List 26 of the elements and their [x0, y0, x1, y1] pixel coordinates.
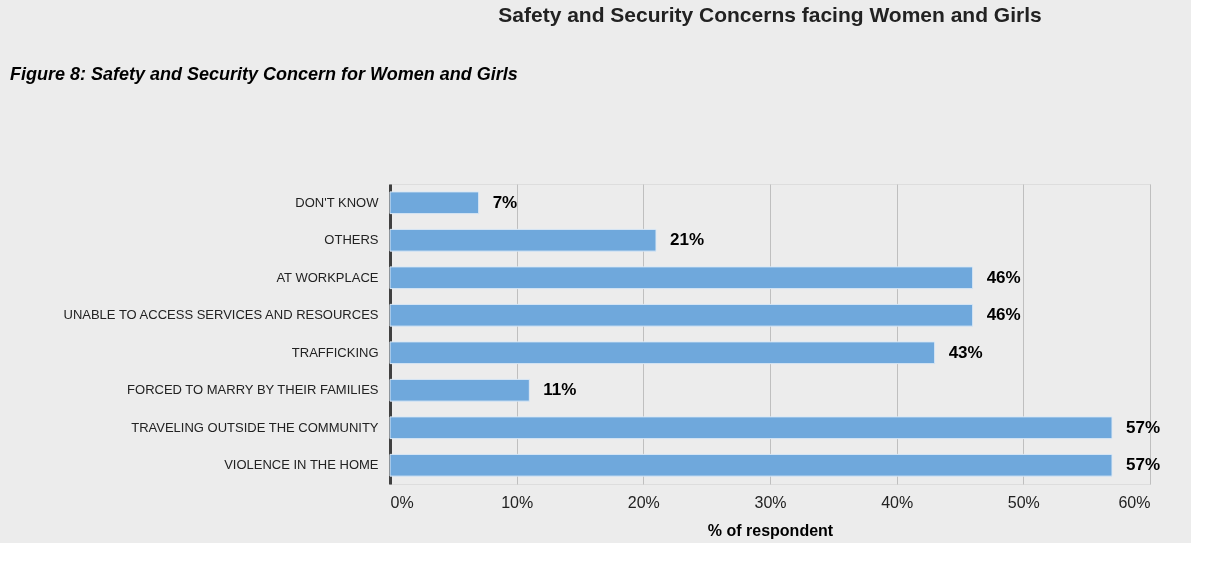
x-tick-label: 20%: [627, 493, 660, 511]
data-label: 46%: [986, 267, 1021, 287]
data-label: 43%: [948, 342, 983, 362]
x-axis-title: % of respondent: [707, 521, 834, 539]
x-tick-label: 40%: [881, 493, 914, 511]
data-label: 57%: [1126, 417, 1161, 437]
data-label: 7%: [492, 192, 518, 212]
y-tick-label: VIOLENCE IN THE HOME: [224, 457, 379, 473]
y-tick-label: FORCED TO MARRY BY THEIR FAMILIES: [127, 382, 379, 398]
x-tick-label: 50%: [1007, 493, 1040, 511]
chart-title: Safety and Security Concerns facing Women and Girls: [498, 3, 1042, 26]
caption: Figure 8: Safety and Security Concern for Women and Girls: [10, 64, 518, 84]
data-label: 21%: [670, 230, 705, 250]
y-tick-label: DON'T KNOW: [295, 194, 380, 210]
y-tick-label: AT WORKPLACE: [276, 269, 379, 285]
data-label: 57%: [1126, 455, 1161, 475]
x-tick-label: 30%: [754, 493, 787, 511]
data-label: 46%: [986, 305, 1021, 325]
y-tick-label: TRAVELING OUTSIDE THE COMMUNITY: [131, 419, 379, 435]
data-label: 11%: [543, 380, 577, 400]
y-tick-label: OTHERS: [324, 232, 379, 248]
x-tick-label: 10%: [501, 493, 534, 511]
y-tick-label: TRAFFICKING: [291, 344, 379, 360]
x-tick-label: 60%: [1118, 493, 1151, 511]
x-tick-label: 0%: [390, 493, 414, 511]
y-tick-label: UNABLE TO ACCESS SERVICES AND RESOURCES: [63, 307, 379, 323]
